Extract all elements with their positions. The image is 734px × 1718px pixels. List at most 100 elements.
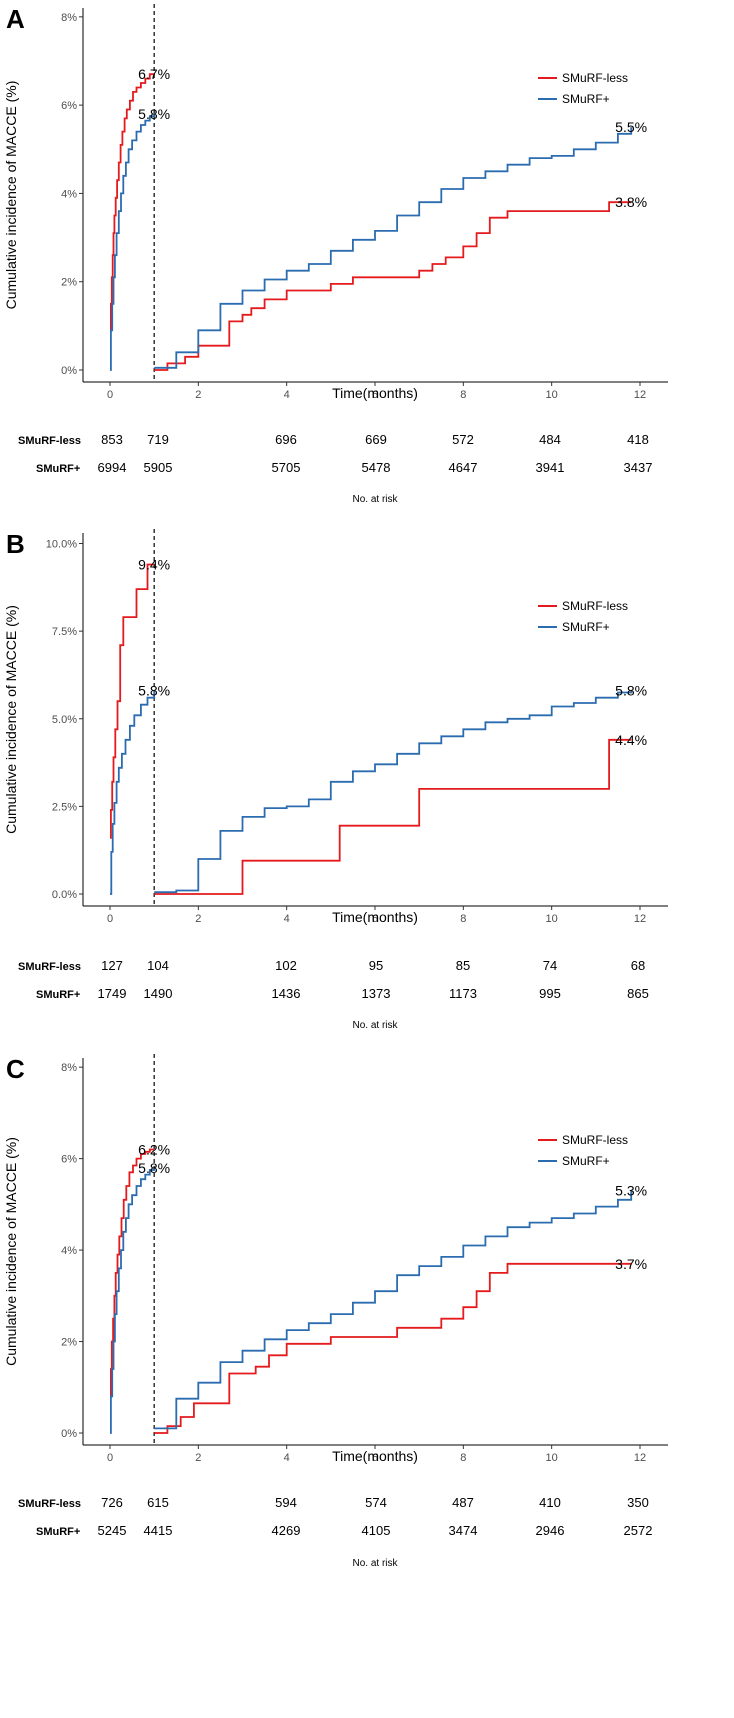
risk-count: 726 — [101, 1495, 123, 1510]
x-tick-label: 8 — [460, 913, 466, 925]
risk-count: 95 — [369, 958, 383, 973]
risk-count: 68 — [631, 958, 645, 973]
risk-count: 4415 — [144, 1523, 173, 1538]
risk-count: 696 — [275, 432, 297, 447]
risk-count: 853 — [101, 432, 123, 447]
risk-count: 4105 — [362, 1523, 391, 1538]
series-line-smurf-plus-segment-2 — [154, 1190, 633, 1430]
x-tick-label: 4 — [284, 1452, 290, 1464]
risk-count: 6994 — [98, 460, 127, 475]
risk-row-label: SMuRF+ — [36, 463, 80, 475]
risk-count: 1749 — [98, 986, 127, 1001]
risk-count: 4647 — [449, 460, 478, 475]
panel-c: C 0% 2% 4% 6% 8% 0 2 4 6 8 10 12 Cumulative incidence… — [3, 1054, 668, 1569]
y-tick-label: 0% — [61, 1428, 77, 1440]
y-axis-title: Cumulative incidence of MACCE (%) — [3, 1137, 19, 1366]
x-tick-label: 4 — [284, 389, 290, 401]
y-tick-label: 0.0% — [52, 889, 77, 901]
percent-label: 4.4% — [615, 732, 647, 748]
panel-a: A 0% 2% 4% 6% 8% 0 2 4 6 8 10 12 Cumulative incidence… — [3, 4, 668, 505]
risk-count: 104 — [147, 958, 169, 973]
risk-count: 85 — [456, 958, 470, 973]
x-tick-label: 10 — [546, 389, 558, 401]
y-tick-label: 2% — [61, 1337, 77, 1349]
panel-letter: A — [6, 4, 25, 34]
percent-label: 6.7% — [138, 66, 170, 82]
risk-count: 2572 — [624, 1523, 653, 1538]
x-tick-label: 12 — [634, 913, 646, 925]
x-tick-label: 6 — [372, 389, 378, 401]
legend-label: SMuRF-less — [562, 1133, 628, 1147]
risk-count: 102 — [275, 958, 297, 973]
percent-label: 5.3% — [615, 1183, 647, 1199]
risk-count: 3941 — [536, 460, 565, 475]
series-line-smurf-plus-segment-2 — [154, 690, 633, 894]
risk-count: 615 — [147, 1495, 169, 1510]
x-tick-label: 0 — [107, 1452, 113, 1464]
panel-b: B0.0%2.5%5.0%7.5%10.0%0 2 4 6 8 10 12Cumulativ… — [3, 529, 668, 1031]
risk-count: 995 — [539, 986, 561, 1001]
x-axis-title: Time(months) — [332, 385, 418, 401]
series-line-smurf-plus-segment-2 — [154, 127, 633, 369]
y-tick-label: 4% — [61, 1245, 77, 1257]
percent-label: 6.2% — [138, 1141, 170, 1157]
risk-count: 719 — [147, 432, 169, 447]
percent-label: 3.8% — [615, 194, 647, 210]
risk-count: 1436 — [272, 986, 301, 1001]
y-tick-label: 6% — [61, 100, 77, 112]
series-line-smurf-plus-segment-1 — [110, 690, 156, 895]
percent-label: 9.4% — [138, 557, 170, 573]
risk-count: 574 — [365, 1495, 387, 1510]
risk-count: 5905 — [144, 460, 173, 475]
risk-count: 1173 — [449, 986, 477, 1001]
risk-count: 410 — [539, 1495, 561, 1510]
x-tick-label: 6 — [372, 913, 378, 925]
x-tick-label: 0 — [107, 913, 113, 925]
series-line-smurf-less-segment-2 — [154, 201, 632, 371]
risk-count: 1373 — [362, 986, 391, 1001]
legend-label: SMuRF+ — [562, 620, 610, 634]
x-tick-label: 10 — [546, 1452, 558, 1464]
risk-table-title: No. at risk — [352, 1020, 398, 1031]
risk-count: 669 — [365, 432, 387, 447]
panel-letter: B — [6, 529, 25, 559]
percent-label: 5.8% — [615, 683, 647, 699]
x-tick-label: 8 — [460, 389, 466, 401]
legend-label: SMuRF-less — [562, 599, 628, 613]
series-line-smurf-less-segment-1 — [110, 73, 155, 332]
y-tick-label: 8% — [61, 12, 77, 24]
x-tick-label: 4 — [284, 913, 290, 925]
risk-row-label: SMuRF-less — [18, 1498, 81, 1510]
risk-count: 3474 — [449, 1523, 478, 1538]
percent-label: 5.5% — [615, 119, 647, 135]
series-line-smurf-less-segment-1 — [110, 1148, 155, 1398]
legend-label: SMuRF+ — [562, 1154, 610, 1168]
risk-row-label: SMuRF+ — [36, 989, 80, 1001]
panel-letter: C — [6, 1054, 25, 1084]
series-line-smurf-plus-segment-1 — [110, 114, 156, 371]
y-tick-label: 2.5% — [52, 801, 77, 813]
x-tick-label: 2 — [195, 1452, 201, 1464]
x-tick-label: 10 — [546, 913, 558, 925]
y-tick-label: 8% — [61, 1062, 77, 1074]
risk-count: 3437 — [624, 460, 653, 475]
x-tick-label: 2 — [195, 389, 201, 401]
series-line-smurf-plus-segment-1 — [110, 1167, 156, 1434]
risk-count: 484 — [539, 432, 561, 447]
legend-label: SMuRF-less — [562, 71, 628, 85]
risk-count: 5245 — [98, 1523, 127, 1538]
risk-row-label: SMuRF-less — [18, 435, 81, 447]
percent-label: 5.8% — [138, 1160, 170, 1176]
x-axis-title: Time(months) — [332, 1448, 418, 1464]
percent-label: 5.8% — [138, 683, 170, 699]
y-tick-label: 6% — [61, 1154, 77, 1166]
series-line-smurf-less-segment-2 — [154, 1262, 632, 1434]
x-tick-label: 2 — [195, 913, 201, 925]
risk-table-title: No. at risk — [352, 494, 398, 505]
x-axis-title: Time(months) — [332, 909, 418, 925]
percent-label: 5.8% — [138, 106, 170, 122]
risk-count: 4269 — [272, 1523, 301, 1538]
y-axis-title: Cumulative incidence of MACCE (%) — [3, 81, 19, 310]
risk-count: 5705 — [272, 460, 301, 475]
risk-row-label: SMuRF-less — [18, 961, 81, 973]
